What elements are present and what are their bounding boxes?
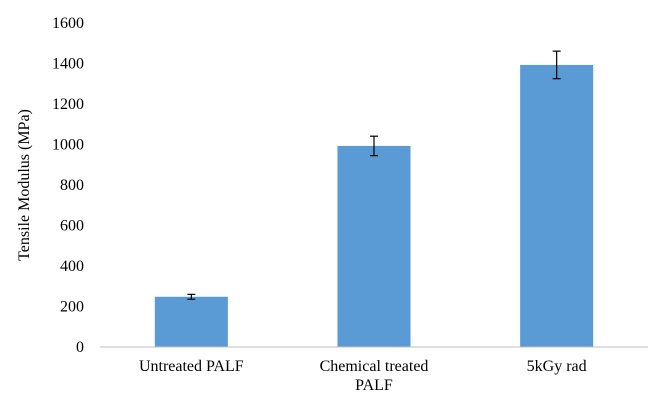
y-tick-label: 1000 bbox=[52, 137, 84, 154]
y-tick-label: 200 bbox=[60, 299, 84, 316]
x-tick-label-line: PALF bbox=[355, 377, 393, 394]
x-tick-label-line: Untreated PALF bbox=[139, 358, 244, 375]
y-axis-title: Tensile Modulus (MPa) bbox=[16, 109, 33, 261]
bar bbox=[520, 64, 594, 347]
error-bar bbox=[187, 293, 196, 300]
x-tick-label-line: 5kGy rad bbox=[527, 358, 587, 375]
y-tick-label: 1200 bbox=[52, 96, 84, 113]
x-tick-label: Untreated PALF bbox=[139, 358, 244, 375]
y-tick-label: 1400 bbox=[52, 56, 84, 73]
error-bar bbox=[552, 50, 561, 80]
x-tick-label: Chemical treated PALF bbox=[320, 358, 429, 394]
y-tick-label: 1600 bbox=[52, 15, 84, 32]
y-tick-label: 800 bbox=[60, 177, 84, 194]
y-tick-label: 600 bbox=[60, 218, 84, 235]
bar bbox=[337, 145, 411, 347]
x-axis: Untreated PALF Chemical treated PALF 5kGy r… bbox=[100, 346, 648, 394]
error-bar bbox=[370, 135, 378, 157]
bar bbox=[154, 296, 228, 347]
error-bars-group bbox=[187, 50, 561, 300]
x-tick-label: 5kGy rad bbox=[527, 358, 587, 375]
x-tick-label-line: Chemical treated bbox=[320, 358, 429, 375]
y-axis: 0 200 400 600 800 1000 1200 1400 1600 bbox=[52, 15, 84, 356]
bars-group bbox=[154, 64, 594, 347]
y-tick-label: 0 bbox=[76, 339, 84, 356]
y-tick-label: 400 bbox=[60, 258, 84, 275]
